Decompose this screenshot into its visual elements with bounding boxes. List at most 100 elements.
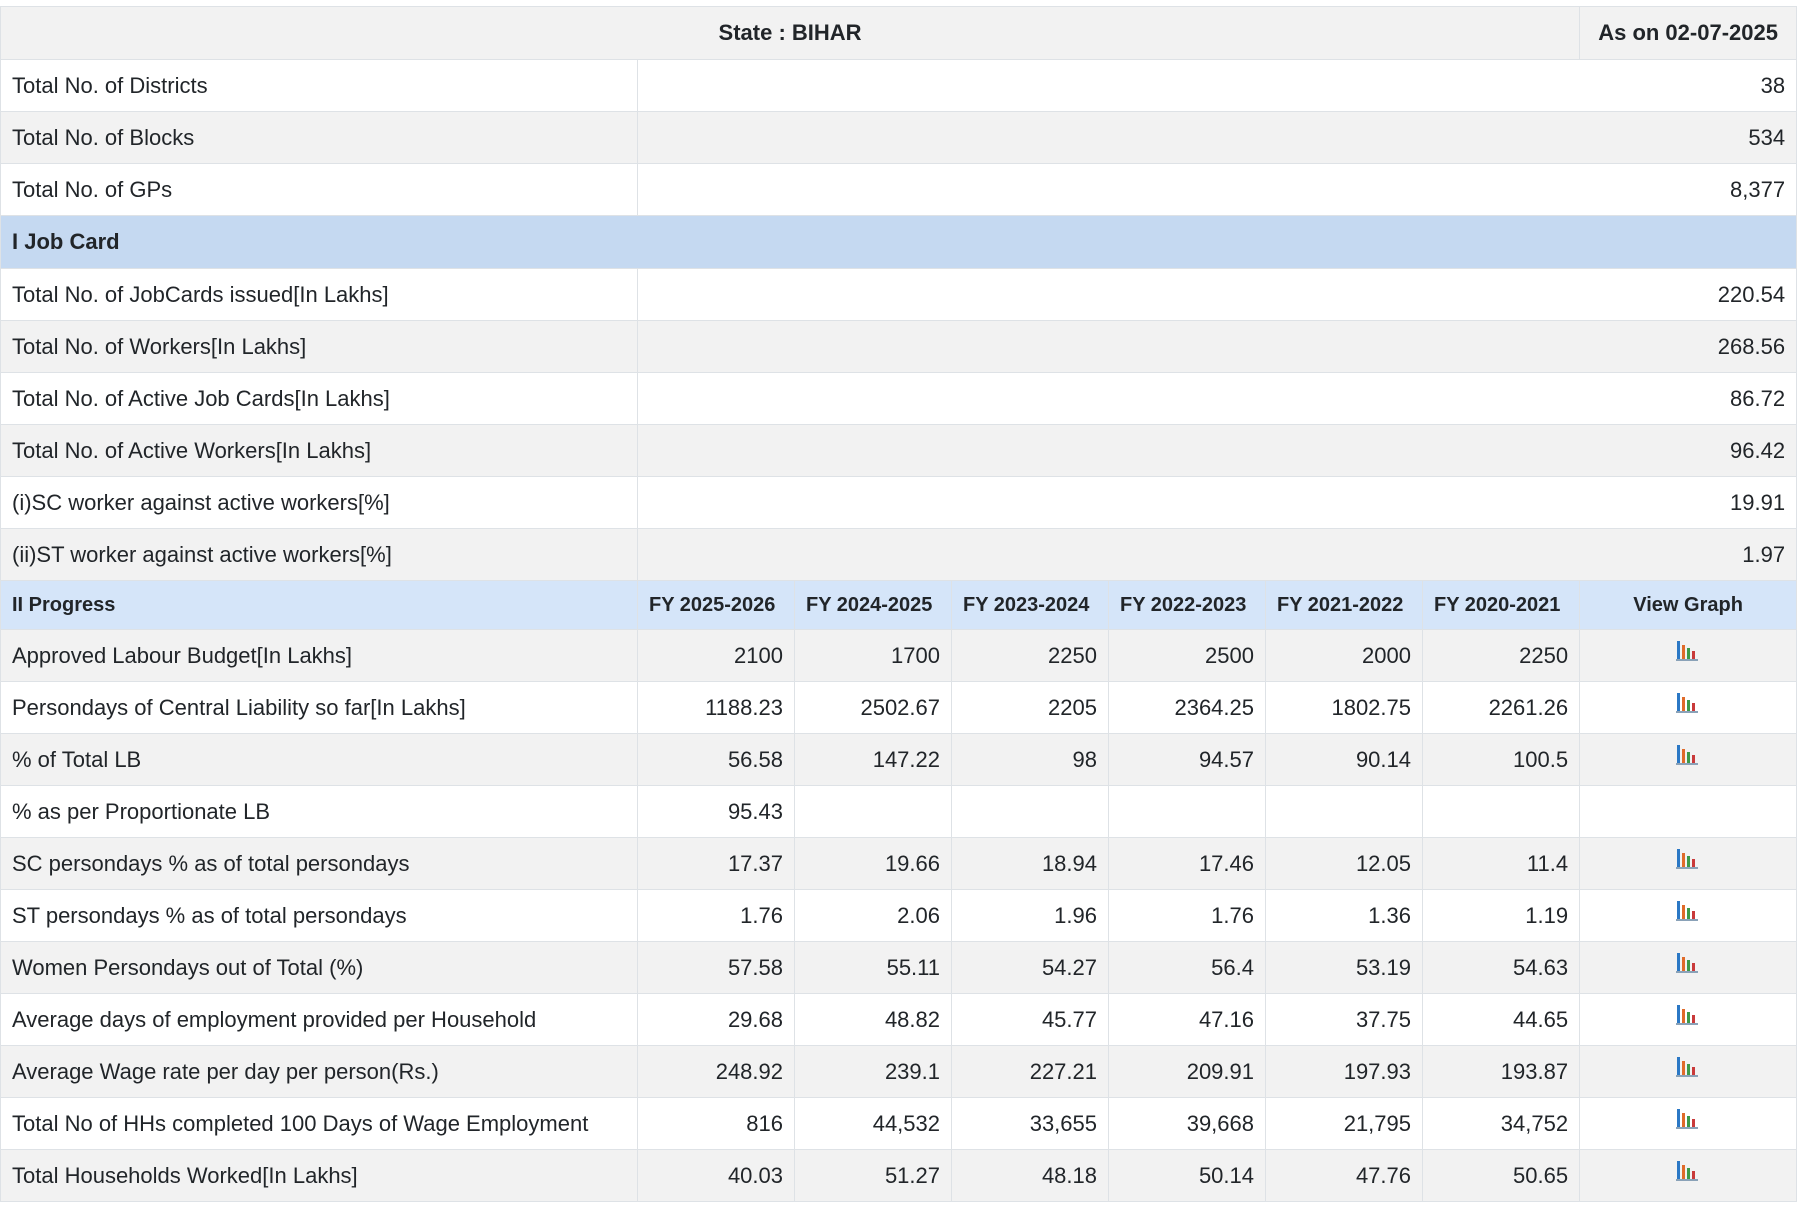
column-header-fy: FY 2025-2026 xyxy=(637,580,795,630)
column-header-fy: FY 2023-2024 xyxy=(951,580,1109,630)
fy-value-cell: 2250 xyxy=(1421,629,1581,682)
fy-value-cell: 55.11 xyxy=(794,941,952,994)
view-graph-cell xyxy=(1579,629,1798,682)
fy-value-cell: 19.66 xyxy=(794,837,952,890)
bar-chart-icon[interactable] xyxy=(1675,1160,1701,1182)
row-label: SC persondays % as of total persondays xyxy=(0,837,638,890)
fy-value-cell: 17.37 xyxy=(637,837,795,890)
fy-value-cell: 47.16 xyxy=(1108,993,1266,1046)
fy-value-cell: 239.1 xyxy=(794,1045,952,1098)
bar-chart-icon[interactable] xyxy=(1675,952,1701,974)
view-graph-cell xyxy=(1579,993,1798,1046)
view-graph-cell xyxy=(1579,681,1798,734)
progress-row: Women Persondays out of Total (%) 57.58 55… xyxy=(0,941,1798,994)
fy-value-cell: 51.27 xyxy=(794,1149,952,1202)
fy-value-cell: 1.76 xyxy=(637,889,795,942)
progress-row: ST persondays % as of total persondays 1.… xyxy=(0,889,1798,942)
job-card-row: Total No. of JobCards issued[In Lakhs] 22… xyxy=(0,268,1798,321)
progress-row: Average Wage rate per day per person(Rs.… xyxy=(0,1045,1798,1098)
fy-value-cell: 50.65 xyxy=(1421,1149,1581,1202)
section-title: I Job Card xyxy=(0,215,1798,269)
row-label: Approved Labour Budget[In Lakhs] xyxy=(0,629,638,682)
fy-value-cell: 2502.67 xyxy=(794,681,952,734)
row-value: 268.56 xyxy=(636,320,1798,373)
summary-row: Total No. of Blocks 534 xyxy=(0,111,1798,164)
fy-value-cell: 816 xyxy=(637,1097,795,1150)
fy-value-cell: 37.75 xyxy=(1265,993,1423,1046)
fy-value-cell: 2261.26 xyxy=(1421,681,1581,734)
progress-row: Approved Labour Budget[In Lakhs] 2100 1700… xyxy=(0,629,1798,682)
fy-value-cell: 57.58 xyxy=(637,941,795,994)
fy-value-cell: 33,655 xyxy=(951,1097,1109,1150)
progress-row: % as per Proportionate LB 95.43 xyxy=(0,785,1798,838)
fy-value-cell: 1802.75 xyxy=(1265,681,1423,734)
column-header-fy: FY 2024-2025 xyxy=(794,580,952,630)
row-value: 534 xyxy=(636,111,1798,164)
view-graph-cell xyxy=(1579,733,1798,786)
bar-chart-icon[interactable] xyxy=(1675,848,1701,870)
row-value: 220.54 xyxy=(636,268,1798,321)
progress-row: Persondays of Central Liability so far[I… xyxy=(0,681,1798,734)
fy-value-cell: 50.14 xyxy=(1108,1149,1266,1202)
fy-value-cell: 1.76 xyxy=(1108,889,1266,942)
section-job-card: I Job Card xyxy=(0,215,1798,269)
bar-chart-icon[interactable] xyxy=(1675,1004,1701,1026)
state-report-table: State : BIHAR As on 02-07-2025 Total No.… xyxy=(0,6,1798,1202)
fy-value-cell: 48.18 xyxy=(951,1149,1109,1202)
report-body: State : BIHAR As on 02-07-2025 Total No.… xyxy=(0,6,1798,1202)
job-card-row: Total No. of Workers[In Lakhs] 268.56 xyxy=(0,320,1798,373)
row-label: Total No of HHs completed 100 Days of Wa… xyxy=(0,1097,638,1150)
progress-row: Average days of employment provided per … xyxy=(0,993,1798,1046)
fy-value-cell: 21,795 xyxy=(1265,1097,1423,1150)
row-label: % of Total LB xyxy=(0,733,638,786)
progress-row: Total No of HHs completed 100 Days of Wa… xyxy=(0,1097,1798,1150)
bar-chart-icon[interactable] xyxy=(1675,640,1701,662)
fy-value-cell: 39,668 xyxy=(1108,1097,1266,1150)
fy-value-cell: 11.4 xyxy=(1421,837,1581,890)
view-graph-cell xyxy=(1579,1045,1798,1098)
fy-value-cell: 54.63 xyxy=(1421,941,1581,994)
summary-row: Total No. of Districts 38 xyxy=(0,59,1798,112)
row-label: Total No. of JobCards issued[In Lakhs] xyxy=(0,268,638,321)
view-graph-cell xyxy=(1579,785,1798,838)
row-value: 38 xyxy=(636,59,1798,112)
fy-value-cell: 53.19 xyxy=(1265,941,1423,994)
view-graph-cell xyxy=(1579,1149,1798,1202)
fy-value-cell: 90.14 xyxy=(1265,733,1423,786)
bar-chart-icon[interactable] xyxy=(1675,1056,1701,1078)
fy-value-cell xyxy=(1421,785,1581,838)
fy-value-cell: 2.06 xyxy=(794,889,952,942)
row-label: Total No. of Blocks xyxy=(0,111,638,164)
view-graph-cell xyxy=(1579,837,1798,890)
fy-value-cell xyxy=(1108,785,1266,838)
row-label: Persondays of Central Liability so far[I… xyxy=(0,681,638,734)
fy-value-cell: 98 xyxy=(951,733,1109,786)
state-title: State : BIHAR xyxy=(0,6,1581,60)
job-card-row: Total No. of Active Workers[In Lakhs] 96.… xyxy=(0,424,1798,477)
row-label: (ii)ST worker against active workers[%] xyxy=(0,528,638,581)
bar-chart-icon[interactable] xyxy=(1675,1108,1701,1130)
fy-value-cell: 2100 xyxy=(637,629,795,682)
bar-chart-icon[interactable] xyxy=(1675,744,1701,766)
row-label: Average Wage rate per day per person(Rs.… xyxy=(0,1045,638,1098)
fy-value-cell xyxy=(794,785,952,838)
summary-row: Total No. of GPs 8,377 xyxy=(0,163,1798,216)
view-graph-cell xyxy=(1579,941,1798,994)
fy-value-cell: 147.22 xyxy=(794,733,952,786)
row-value: 96.42 xyxy=(636,424,1798,477)
row-value: 1.97 xyxy=(636,528,1798,581)
bar-chart-icon[interactable] xyxy=(1675,900,1701,922)
fy-value-cell: 40.03 xyxy=(637,1149,795,1202)
bar-chart-icon[interactable] xyxy=(1675,692,1701,714)
fy-value-cell: 56.4 xyxy=(1108,941,1266,994)
row-label: Total No. of Districts xyxy=(0,59,638,112)
row-label: Average days of employment provided per … xyxy=(0,993,638,1046)
fy-value-cell: 197.93 xyxy=(1265,1045,1423,1098)
fy-value-cell: 1188.23 xyxy=(637,681,795,734)
fy-value-cell: 248.92 xyxy=(637,1045,795,1098)
row-label: % as per Proportionate LB xyxy=(0,785,638,838)
fy-value-cell: 2250 xyxy=(951,629,1109,682)
fy-value-cell: 44,532 xyxy=(794,1097,952,1150)
job-card-row: Total No. of Active Job Cards[In Lakhs] 8… xyxy=(0,372,1798,425)
